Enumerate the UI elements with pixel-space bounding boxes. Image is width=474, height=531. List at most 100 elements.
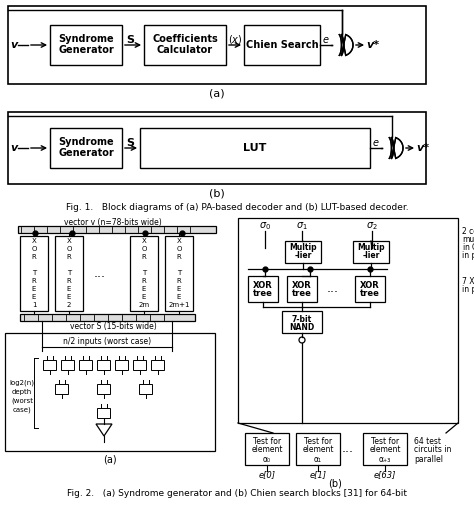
Text: S: S [126,35,134,45]
Bar [238,218,458,423]
Text: 7-bit: 7-bit [292,314,312,323]
Text: E: E [32,286,36,292]
Text: ...: ... [342,442,354,456]
Bar [20,314,195,321]
Text: R: R [177,254,182,260]
Bar [8,6,426,84]
Text: ...: ... [327,282,339,295]
Text: circuits in: circuits in [414,446,451,455]
Bar [80,360,92,370]
Bar [8,112,426,184]
Text: n/2 inputs (worst case): n/2 inputs (worst case) [63,338,151,347]
Text: -lier: -lier [362,252,380,261]
Text: X: X [177,238,182,244]
Text: E: E [177,294,181,300]
Text: vector S (15-bits wide): vector S (15-bits wide) [70,321,156,330]
Text: e[63]: e[63] [374,470,396,479]
Text: e: e [373,138,379,148]
Bar [5,333,215,451]
Text: 2m: 2m [138,302,150,308]
Polygon shape [392,138,403,158]
Text: 2: 2 [67,302,71,308]
Text: Multip: Multip [357,244,385,253]
Text: T: T [142,270,146,276]
Polygon shape [341,35,353,55]
Text: 64 test: 64 test [414,436,441,446]
Text: R: R [32,278,36,284]
Text: Chien Search: Chien Search [246,40,319,50]
Text: Fig. 2.   (a) Syndrome generator and (b) Chien search blocks [31] for 64-bit: Fig. 2. (a) Syndrome generator and (b) C… [67,489,407,498]
Bar [20,236,48,311]
Text: $(x)$: $(x)$ [228,33,242,47]
Bar [98,360,110,370]
Text: Test for: Test for [304,436,332,446]
Text: R: R [67,254,72,260]
Bar [287,276,317,302]
Text: e[1]: e[1] [310,470,327,479]
Text: -lier: -lier [294,252,312,261]
Text: (b): (b) [209,189,225,199]
Text: v*: v* [417,143,429,153]
Bar [55,236,83,311]
Text: XOR: XOR [292,280,312,289]
Text: $\sigma_2$: $\sigma_2$ [366,220,378,232]
Bar [353,241,389,263]
Bar [248,276,278,302]
Text: in GF(2$^7$): in GF(2$^7$) [462,241,474,254]
Text: log2(n): log2(n) [9,380,35,386]
Bar [98,408,110,418]
Text: in parallel: in parallel [462,286,474,295]
Text: Test for: Test for [253,436,281,446]
Text: v: v [10,143,18,153]
Text: E: E [142,294,146,300]
Text: element: element [369,446,401,455]
Text: (worst: (worst [11,398,33,404]
Text: Coefficients: Coefficients [152,34,218,44]
Text: T: T [67,270,71,276]
Bar [152,360,164,370]
Text: tree: tree [253,289,273,298]
Text: $\sigma_1$: $\sigma_1$ [296,220,308,232]
Text: LUT: LUT [243,143,267,153]
Bar [140,128,370,168]
Text: $\sigma_0$: $\sigma_0$ [259,220,271,232]
Text: α₊₃: α₊₃ [379,455,391,464]
Text: R: R [67,278,72,284]
Text: v: v [10,40,18,50]
Text: (a): (a) [209,89,225,99]
Text: NAND: NAND [289,322,315,331]
Bar [130,236,158,311]
Text: α₁: α₁ [314,455,322,464]
Bar [18,226,216,233]
Text: e: e [323,35,329,45]
Text: T: T [32,270,36,276]
Text: α₀: α₀ [263,455,271,464]
Text: 1: 1 [32,302,36,308]
Bar [50,25,122,65]
Bar [355,276,385,302]
Bar [116,360,128,370]
Text: O: O [176,246,182,252]
Text: R: R [142,278,146,284]
Bar [62,360,74,370]
Text: X: X [32,238,36,244]
Text: Fig. 1.   Block diagrams of (a) PA-based decoder and (b) LUT-based decoder.: Fig. 1. Block diagrams of (a) PA-based d… [66,202,408,211]
Text: Multip: Multip [289,244,317,253]
Text: E: E [32,294,36,300]
Bar [55,384,69,394]
Bar [282,311,322,333]
Bar [244,25,320,65]
Text: O: O [31,246,36,252]
Text: T: T [177,270,181,276]
Text: vector v (n=78-bits wide): vector v (n=78-bits wide) [64,218,162,227]
Bar [44,360,56,370]
Text: O: O [66,246,72,252]
Text: E: E [177,286,181,292]
Text: case): case) [13,407,31,413]
Text: 2 constant: 2 constant [462,227,474,236]
Text: ...: ... [94,267,106,280]
Text: Test for: Test for [371,436,399,446]
Text: multipliers: multipliers [462,235,474,244]
Text: (a): (a) [103,454,117,464]
Bar [144,25,226,65]
